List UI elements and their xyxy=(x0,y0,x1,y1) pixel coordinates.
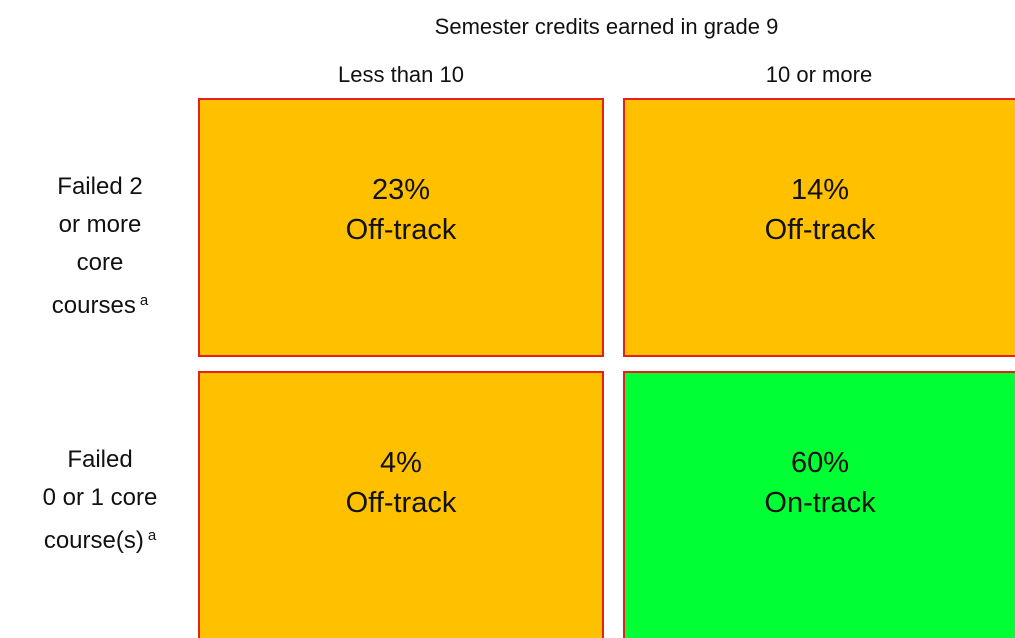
cell-status: Off-track xyxy=(345,487,457,519)
row-label-line: core xyxy=(10,244,190,282)
row-label-text: Failed 2 xyxy=(57,173,143,200)
row-label: Failed 2 or more core courses a xyxy=(10,168,190,325)
cell: 23% Off-track xyxy=(198,98,604,357)
row-label-text: 0 or 1 core xyxy=(42,484,158,511)
row-label-text: courses xyxy=(51,292,136,319)
footnote-mark: a xyxy=(139,292,149,309)
row-label-text: or more xyxy=(58,211,142,238)
row-label: Failed 0 or 1 core course(s) a xyxy=(10,441,190,560)
row-label-text: core xyxy=(76,249,124,276)
row-label-line: 0 or 1 core xyxy=(10,479,190,517)
row-label-line: courses a xyxy=(10,282,190,325)
cell: 14% Off-track xyxy=(623,98,1015,357)
cell-status: On-track xyxy=(764,487,876,519)
row-label-line: course(s) a xyxy=(10,517,190,560)
title: Semester credits earned in grade 9 xyxy=(434,14,779,39)
cell-percent: 4% xyxy=(380,447,422,479)
row-label-line: or more xyxy=(10,206,190,244)
row-label-line: Failed xyxy=(10,441,190,479)
cell: 60% On-track xyxy=(623,371,1015,638)
footnote-mark: a xyxy=(147,527,157,544)
cell-status: Off-track xyxy=(345,214,457,246)
row-label-line: Failed 2 xyxy=(10,168,190,206)
column-header: Less than 10 xyxy=(338,62,464,87)
cell-percent: 23% xyxy=(371,174,431,206)
cell-status: Off-track xyxy=(764,214,876,246)
cell: 4% Off-track xyxy=(198,371,604,638)
column-header: 10 or more xyxy=(765,62,873,87)
row-label-text: course(s) xyxy=(43,527,144,554)
cell-percent: 60% xyxy=(790,447,850,479)
cell-percent: 14% xyxy=(790,174,850,206)
row-label-text: Failed xyxy=(67,446,133,473)
